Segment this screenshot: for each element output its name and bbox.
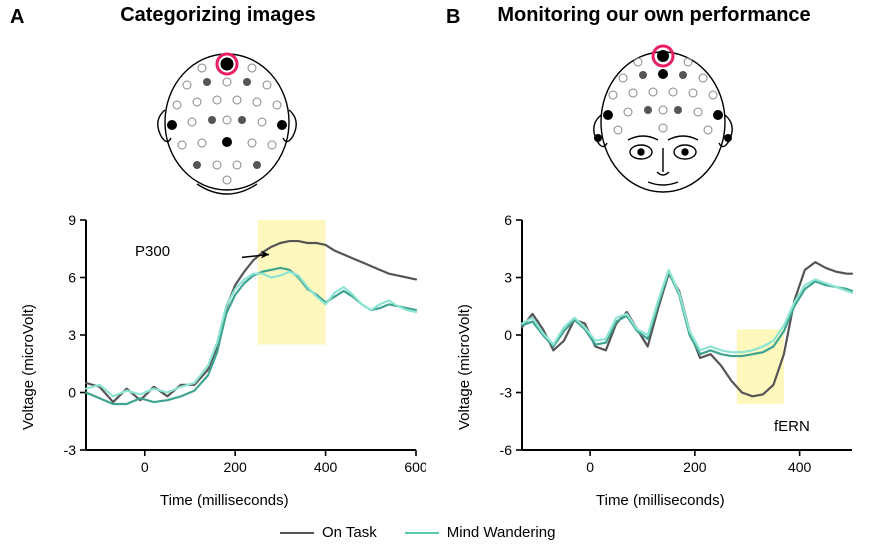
legend-swatch-ontask xyxy=(280,532,314,534)
svg-text:400: 400 xyxy=(314,459,338,475)
chart-b: 0 200 400 -6 -3 0 3 6 xyxy=(482,210,862,490)
svg-text:-3: -3 xyxy=(64,442,77,458)
panel-b: B Monitoring our own performance xyxy=(436,0,872,500)
fern-label: fERN xyxy=(774,418,810,435)
head-diagram-a xyxy=(142,30,312,200)
chart-a-ylabel: Voltage (microVolt) xyxy=(20,304,37,430)
svg-text:-3: -3 xyxy=(500,385,513,401)
svg-text:0: 0 xyxy=(141,459,149,475)
legend-label-mindwandering: Mind Wandering xyxy=(447,524,556,541)
chart-a-xlabel: Time (milliseconds) xyxy=(160,492,289,509)
chart-a: 0 200 400 600 -3 0 3 6 9 xyxy=(46,210,426,490)
legend-item-ontask: On Task xyxy=(280,524,377,541)
chart-b-xlabel: Time (milliseconds) xyxy=(596,492,725,509)
svg-text:-6: -6 xyxy=(500,442,513,458)
panel-a: A Categorizing images xyxy=(0,0,436,500)
head-diagram-b xyxy=(578,30,748,200)
legend-item-mindwandering: Mind Wandering xyxy=(405,524,556,541)
panel-a-title: Categorizing images xyxy=(0,4,436,27)
svg-text:6: 6 xyxy=(504,212,512,228)
svg-text:0: 0 xyxy=(68,385,76,401)
svg-text:600: 600 xyxy=(404,459,426,475)
svg-text:200: 200 xyxy=(223,459,247,475)
svg-text:6: 6 xyxy=(68,270,76,286)
svg-text:3: 3 xyxy=(504,270,512,286)
panel-b-title: Monitoring our own performance xyxy=(436,4,872,27)
svg-text:400: 400 xyxy=(788,459,812,475)
p300-label: P300 xyxy=(135,243,170,260)
svg-text:200: 200 xyxy=(683,459,707,475)
chart-b-ylabel: Voltage (microVolt) xyxy=(456,304,473,430)
svg-text:0: 0 xyxy=(586,459,594,475)
svg-text:3: 3 xyxy=(68,327,76,343)
legend-swatch-mindwandering xyxy=(405,532,439,534)
figure-root: A Categorizing images xyxy=(0,0,872,558)
legend-label-ontask: On Task xyxy=(322,524,377,541)
legend: On Task Mind Wandering xyxy=(280,524,583,541)
svg-text:0: 0 xyxy=(504,327,512,343)
svg-text:9: 9 xyxy=(68,212,76,228)
